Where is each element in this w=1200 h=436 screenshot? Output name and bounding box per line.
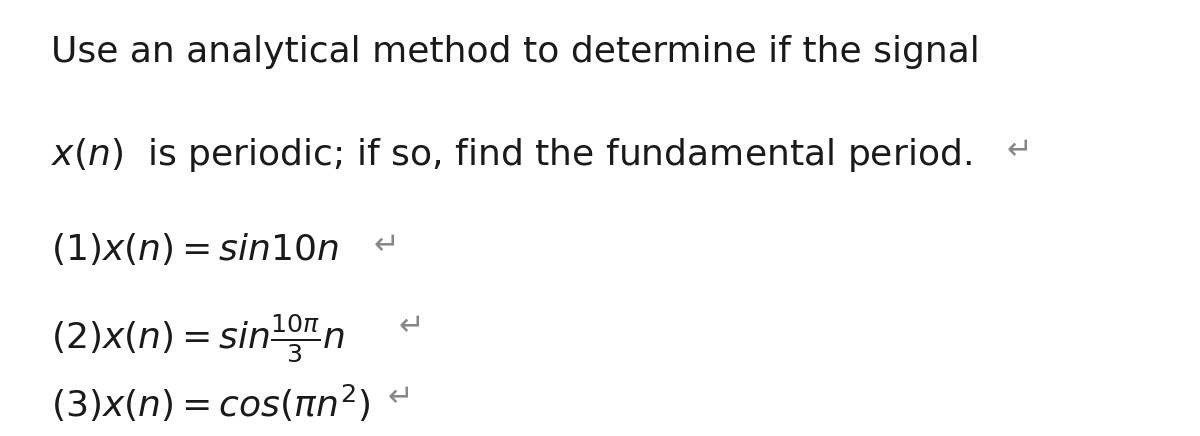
Text: ↵: ↵ <box>398 312 424 341</box>
Text: ↵: ↵ <box>1007 136 1032 165</box>
Text: $(2)x(n) = sin\frac{10\pi}{3}n$: $(2)x(n) = sin\frac{10\pi}{3}n$ <box>50 312 344 364</box>
Text: Use an analytical method to determine if the signal: Use an analytical method to determine if… <box>50 35 979 69</box>
Text: ↵: ↵ <box>373 232 398 260</box>
Text: $(1)x(n) = sin10n$: $(1)x(n) = sin10n$ <box>50 232 338 267</box>
Text: ↵: ↵ <box>388 383 413 412</box>
Text: $(3)x(n) = cos(\pi n^2)$: $(3)x(n) = cos(\pi n^2)$ <box>50 383 370 424</box>
Text: $x(n)$  is periodic; if so, find the fundamental period.: $x(n)$ is periodic; if so, find the fund… <box>50 136 972 174</box>
